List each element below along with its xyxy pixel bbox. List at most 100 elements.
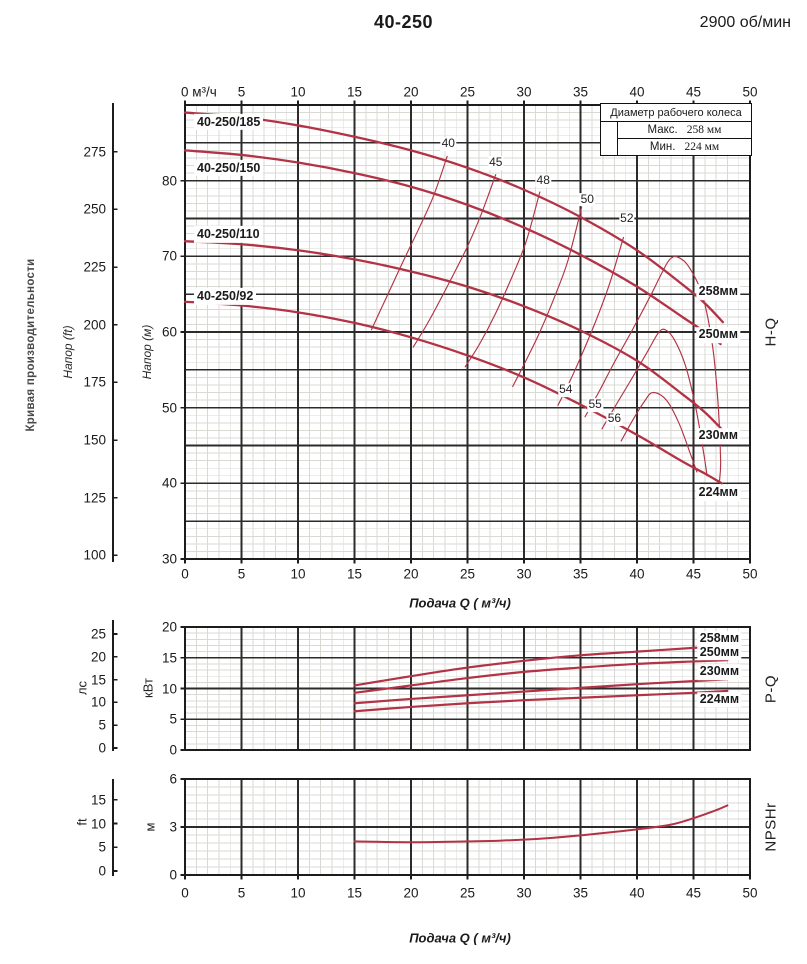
head-m-tick-label: 30	[161, 551, 177, 567]
flow-bottom-tick-label: 45	[685, 566, 702, 582]
legend-max-value: 258 мм	[686, 124, 722, 136]
impeller-diameter-legend: Диаметр рабочего колеса Макс. 258 мм Мин…	[600, 103, 752, 156]
npsh-flow-tick-label: 10	[290, 885, 306, 901]
flow-bottom-tick-label: 40	[629, 566, 645, 582]
legend-rows: Макс. 258 мм Мин. 224 мм	[601, 121, 751, 155]
efficiency-label: 55	[587, 397, 603, 413]
npsh-flow-tick-label: 45	[685, 885, 702, 901]
diameter-label: 230мм	[696, 428, 741, 445]
npsh-flow-tick-label: 35	[572, 885, 589, 901]
hp-tick-label: 20	[90, 649, 106, 665]
npsh-m-tick-label: 6	[169, 771, 177, 787]
head-ft-tick-label: 250	[83, 201, 106, 217]
head-m-tick-label: 50	[161, 400, 177, 416]
rpm-label: 2900 об/мин	[699, 14, 791, 31]
npsh-ft-tick-label: 15	[90, 792, 106, 808]
diameter-label: 250мм	[696, 327, 741, 343]
kw-axis-title: кВт	[140, 678, 156, 698]
flow-bottom-tick-label: 30	[516, 566, 532, 582]
npsh-flow-tick-label: 0	[181, 885, 189, 901]
hp-tick-label: 10	[90, 694, 106, 710]
legend-min-value: 224 мм	[684, 141, 720, 153]
kw-tick-label: 0	[169, 742, 177, 758]
kw-tick-label: 5	[169, 711, 177, 727]
flow-top-tick-label: 30	[516, 84, 532, 100]
legend-row-max: Макс. 258 мм	[617, 122, 751, 138]
npsh-ft-tick-label: 5	[98, 839, 106, 855]
npsh-ft-tick-label: 0	[98, 863, 106, 879]
hp-tick-label: 25	[90, 626, 106, 642]
flow-top-tick-label: 35	[572, 84, 589, 100]
flow-bottom-tick-label: 0	[181, 566, 189, 582]
curve-name-label: 40-250/185	[194, 113, 264, 130]
npsh-m-tick-label: 0	[169, 867, 177, 883]
head-m-tick-label: 70	[161, 248, 177, 264]
head-ft-tick-label: 200	[83, 317, 106, 333]
pq-diameter-label: 250мм	[697, 645, 742, 661]
npsh-flow-tick-label: 25	[459, 885, 476, 901]
flow-top-tick-label: 50	[742, 84, 758, 100]
npsh-flow-tick-label: 5	[237, 885, 246, 901]
hp-tick-label: 5	[98, 717, 106, 733]
npshr-right-label: NPSHr	[762, 802, 780, 852]
curve-name-label: 40-250/150	[194, 159, 264, 176]
flow-bottom-tick-label: 50	[742, 566, 758, 582]
head-ft-tick-label: 275	[83, 144, 106, 160]
performance-curve-side-label: Кривая производительности	[25, 258, 37, 432]
pq-diameter-label: 258мм	[697, 631, 742, 648]
efficiency-label: 54	[558, 382, 574, 398]
hq-right-label: H-Q	[762, 317, 780, 347]
npsh-flow-tick-label: 30	[516, 885, 532, 901]
flow-top-tick-label: 5	[237, 84, 246, 100]
npsh-flow-tick-label: 40	[629, 885, 645, 901]
flow-bottom-tick-label: 20	[403, 566, 419, 582]
npsh-flow-tick-label: 50	[742, 885, 758, 901]
legend-max-label: Макс.	[647, 124, 678, 136]
efficiency-label: 40	[440, 136, 456, 152]
head-m-tick-label: 80	[161, 173, 177, 189]
head-m-tick-label: 60	[161, 324, 177, 340]
head-ft-axis-title: Напор (ft)	[61, 325, 75, 379]
head-ft-tick-label: 175	[83, 374, 106, 390]
npsh-flow-tick-label: 15	[346, 885, 363, 901]
flow-top-tick-label: 15	[346, 84, 363, 100]
legend-min-label: Мин.	[649, 141, 676, 153]
flow-top-tick-label: 0 м³/ч	[181, 84, 217, 100]
hp-tick-label: 0	[98, 740, 106, 756]
efficiency-label: 50	[579, 191, 595, 207]
flow-top-tick-label: 45	[685, 84, 702, 100]
efficiency-label: 56	[606, 411, 623, 426]
flow-axis-title-main: Подача Q ( м³/ч)	[409, 595, 511, 611]
diameter-label: 224мм	[696, 485, 741, 501]
hp-tick-label: 15	[90, 672, 106, 688]
efficiency-label: 45	[488, 155, 504, 171]
head-m-axis-title: Напор (м)	[140, 324, 154, 380]
flow-top-tick-label: 25	[459, 84, 476, 100]
curve-name-label: 40-250/92	[194, 288, 257, 305]
kw-tick-label: 15	[161, 650, 177, 666]
flow-top-tick-label: 20	[403, 84, 419, 100]
efficiency-label: 48	[535, 172, 551, 188]
kw-tick-label: 20	[161, 619, 177, 635]
flow-top-tick-label: 10	[290, 84, 306, 100]
flow-bottom-tick-label: 35	[572, 566, 589, 582]
flow-bottom-tick-label: 15	[346, 566, 363, 582]
curve-name-label: 40-250/110	[194, 226, 263, 243]
diameter-label: 258мм	[696, 284, 741, 300]
pq-right-label: P-Q	[762, 674, 780, 704]
head-ft-tick-label: 100	[83, 547, 106, 563]
page-title: 40-250	[373, 12, 434, 32]
head-ft-tick-label: 125	[83, 490, 106, 506]
legend-row-min: Мин. 224 мм	[617, 138, 751, 155]
head-m-tick-label: 40	[161, 475, 177, 491]
npsh-flow-tick-label: 20	[403, 885, 419, 901]
head-ft-tick-label: 225	[83, 259, 106, 275]
npsh-m-tick-label: 3	[169, 819, 177, 835]
pq-diameter-label: 224мм	[697, 691, 742, 708]
hp-axis-title: лс	[74, 680, 90, 696]
head-ft-tick-label: 150	[83, 432, 106, 448]
kw-tick-label: 10	[161, 681, 177, 696]
flow-axis-title-bottom: Подача Q ( м³/ч)	[409, 930, 511, 946]
